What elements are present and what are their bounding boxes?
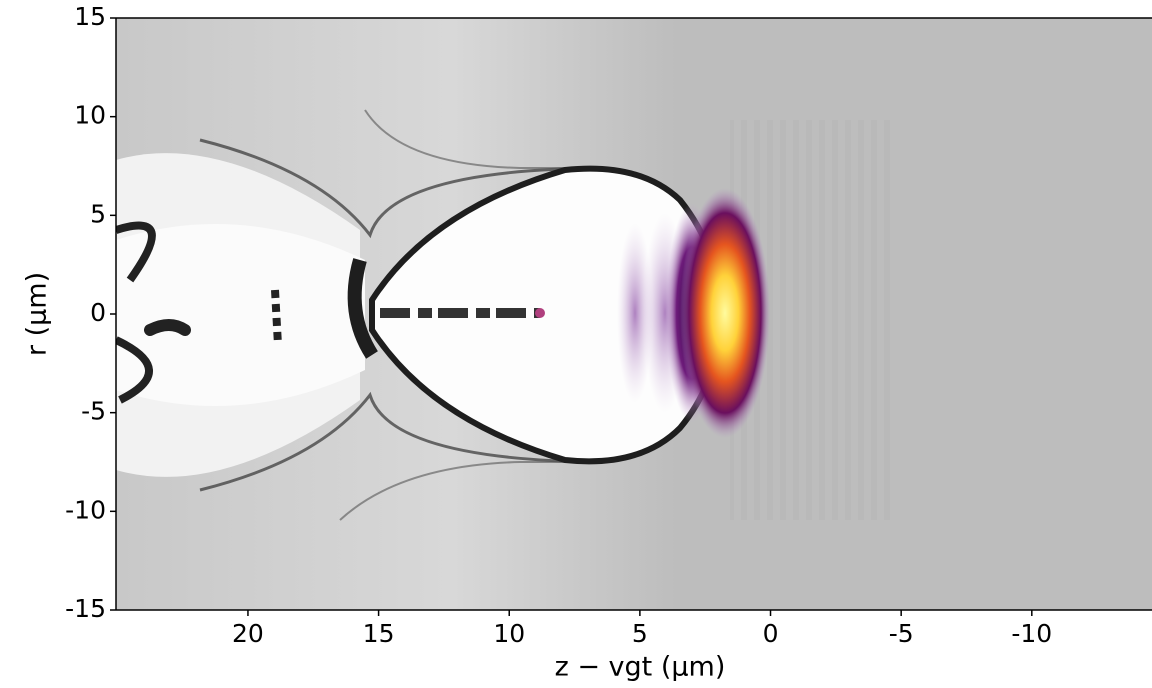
x-tick-label: 20 [232,619,264,648]
y-tick-label: 10 [74,101,106,130]
y-tick-label: 0 [90,298,106,327]
field-image [116,18,1152,610]
x-tick-label: 0 [763,619,779,648]
y-axis-label: r (µm) [22,272,53,356]
x-tick-label: -5 [889,619,914,648]
y-tick-label: -5 [81,397,106,426]
y-tick-label: -15 [65,594,106,623]
x-tick-label: -10 [1011,619,1052,648]
x-tick-label: 15 [363,619,395,648]
y-tick-label: 15 [74,2,106,31]
y-tick-label: 5 [90,199,106,228]
x-axis-label: z − vgt (µm) [555,652,726,683]
y-tick-label: -10 [65,495,106,524]
x-tick-label: 5 [632,619,648,648]
x-tick-label: 10 [493,619,525,648]
